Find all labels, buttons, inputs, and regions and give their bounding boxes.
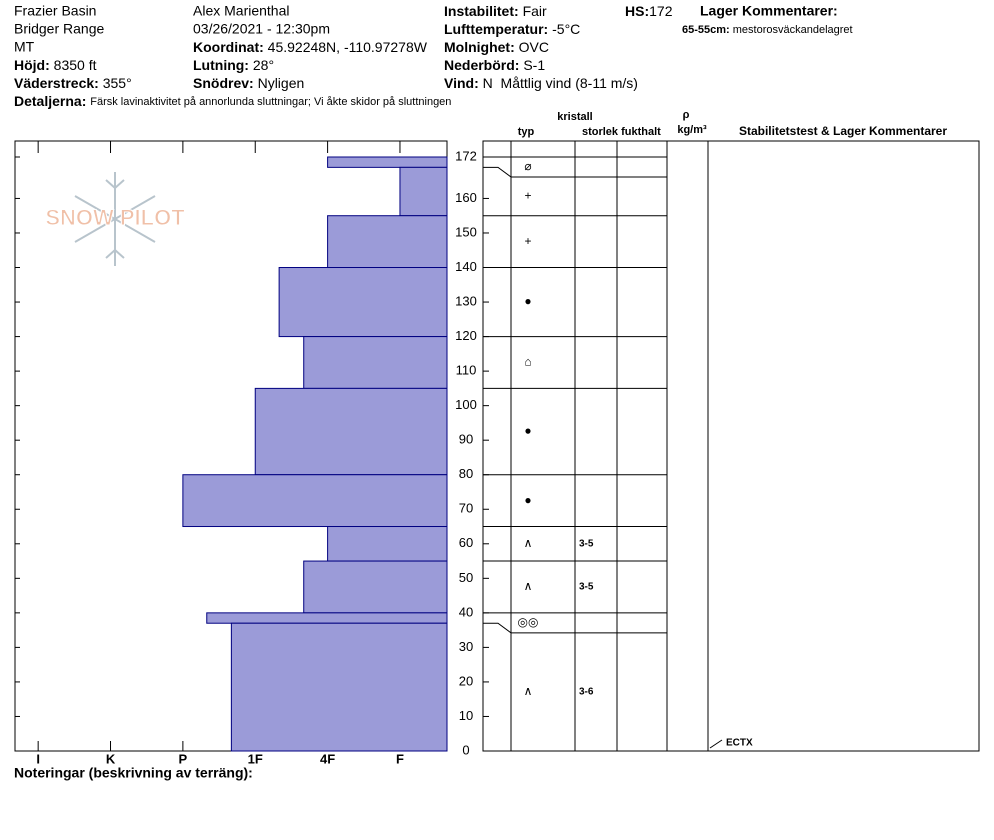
- y-tick-label: 140: [455, 259, 477, 274]
- grain-type: ⌂: [524, 355, 531, 369]
- grain-type: ●: [524, 294, 531, 308]
- table-columns: [510, 141, 709, 751]
- header: Frazier Basin Bridger Range MT Höjd: 835…: [14, 3, 853, 109]
- header-density: ρ: [683, 109, 690, 121]
- slope: Lutning: 28°: [193, 57, 274, 73]
- y-tick-label: 100: [455, 397, 477, 412]
- x-tick-label: K: [106, 751, 116, 766]
- x-tick-label: I: [36, 751, 40, 766]
- y-tick-label: 10: [459, 708, 473, 723]
- grain-size: 3-6: [579, 687, 594, 698]
- hardness-bar: [182, 474, 448, 528]
- logo: [74, 172, 156, 266]
- wind: Vind: N Måttlig vind (8-11 m/s): [444, 75, 638, 91]
- y-tick-label: 150: [455, 224, 477, 239]
- x-tick-label: F: [396, 751, 404, 766]
- grain-type: ●: [524, 493, 531, 507]
- wind-loading: Snödrev: Nyligen: [193, 75, 304, 91]
- table-frame: [482, 140, 980, 752]
- hardness-bar: [399, 166, 448, 217]
- notes-label: Noteringar (beskrivning av terräng):: [14, 765, 253, 781]
- elevation: Höjd: 8350 ft: [14, 57, 97, 73]
- y-tick-label: 50: [459, 570, 473, 585]
- grain-type: +: [524, 234, 531, 248]
- grain-type: ◎◎: [518, 615, 539, 629]
- y-tick-label: 160: [455, 190, 477, 205]
- grain-type: ●: [524, 424, 531, 438]
- y-tick-label: 60: [459, 535, 473, 550]
- state: MT: [14, 39, 35, 55]
- hardness-bar: [254, 387, 448, 476]
- y-tick-label: 120: [455, 328, 477, 343]
- y-tick-label: 0: [462, 742, 469, 757]
- y-tick-label: 90: [459, 432, 473, 447]
- y-tick-label: 40: [459, 604, 473, 619]
- stability-test: ECTX: [726, 738, 753, 749]
- grain-size: 3-5: [579, 538, 594, 549]
- header-stability: Stabilitetstest & Lager Kommentarer: [739, 124, 947, 138]
- y-tick-label: 130: [455, 293, 477, 308]
- hardness-bar: [303, 560, 448, 614]
- layer-connector: [483, 166, 667, 178]
- layer-connector: [483, 622, 667, 634]
- header-density-unit: kg/m³: [677, 124, 707, 136]
- location: Frazier Basin: [14, 3, 96, 19]
- hs: HS:172: [625, 3, 673, 19]
- logo-text: SNOW PILOT: [45, 205, 185, 230]
- grain-type: +: [524, 189, 531, 203]
- y-tick-label: 110: [456, 363, 477, 378]
- hardness-bar: [278, 267, 448, 338]
- test-arrow: [709, 739, 723, 749]
- observer: Alex Marienthal: [193, 3, 290, 19]
- y-tick-label: 30: [459, 639, 473, 654]
- hardness-bar: [230, 622, 448, 752]
- x-tick-label: 4F: [320, 751, 335, 766]
- grain-type: ∧: [524, 684, 533, 698]
- header-size: storlek: [582, 126, 619, 138]
- table-header: kristall typ storlek fukthalt ρ kg/m³ St…: [518, 109, 948, 138]
- hardness-bar: [206, 612, 448, 624]
- grain-type: ∧: [524, 536, 533, 550]
- details: Detaljerna: Färsk lavinaktivitet på anno…: [14, 93, 451, 109]
- datetime: 03/26/2021 - 12:30pm: [193, 21, 330, 37]
- sky: Molnighet: OVC: [444, 39, 549, 55]
- instability: Instabilitet: Fair: [444, 3, 547, 19]
- x-tick-label: 1F: [248, 751, 263, 766]
- grain-size: 3-5: [579, 582, 594, 593]
- precip: Nederbörd: S-1: [444, 57, 545, 73]
- hardness-bar: [327, 215, 448, 269]
- hardness-bar: [303, 336, 448, 389]
- header-type: typ: [518, 126, 535, 138]
- grain-type: ∧: [524, 579, 533, 593]
- grain-type: ⌀: [524, 159, 531, 173]
- y-tick-label: 20: [459, 673, 473, 688]
- coordinates: Koordinat: 45.92248N, -110.97278W: [193, 39, 428, 55]
- y-tick-label: 80: [459, 466, 473, 481]
- layer-comment: 65-55cm: mestorosväckandelagret: [682, 24, 853, 36]
- y-tick-label: 172: [455, 148, 477, 163]
- hardness-bar: [327, 526, 448, 562]
- hardness-bar: [327, 156, 448, 168]
- aspect: Väderstreck: 355°: [14, 75, 132, 91]
- air-temp: Lufttemperatur: -5°C: [444, 21, 580, 37]
- y-tick-label: 70: [459, 501, 473, 516]
- header-crystal: kristall: [557, 111, 592, 123]
- header-moisture: fukthalt: [621, 126, 661, 138]
- range: Bridger Range: [14, 21, 104, 37]
- layer-comments-title: Lager Kommentarer:: [700, 3, 838, 19]
- x-tick-label: P: [179, 751, 188, 766]
